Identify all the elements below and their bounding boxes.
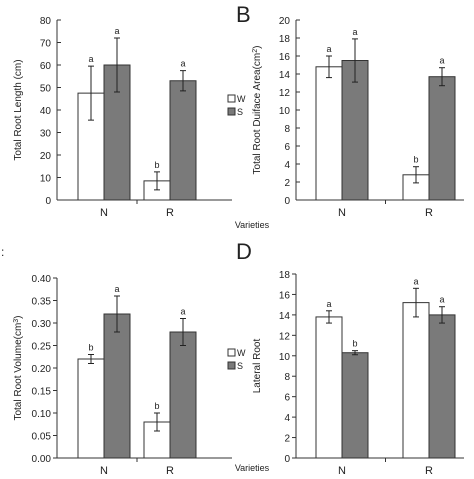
y-tick-label: 0: [45, 196, 51, 207]
panel-label-c-fragment: :: [1, 245, 4, 259]
significance-letter: a: [326, 44, 331, 54]
y-tick-label: 8: [284, 372, 290, 383]
y-tick-label: 12: [279, 88, 291, 99]
significance-letter: a: [180, 307, 185, 317]
x-tick-label: N: [338, 465, 346, 474]
significance-letter: a: [439, 295, 444, 305]
y-tick-label: 10: [40, 174, 52, 185]
bar-w-r: [402, 302, 430, 459]
chart-panel-b: 0 2 4 6 8 10 12 14 16 18 20 N R Total Root Duiface Ar…: [252, 16, 464, 219]
bar-s-r: [169, 331, 197, 459]
y-tick-label: 0.40: [32, 274, 52, 285]
y-tick-label: 50: [40, 84, 52, 95]
y-tick-label: 0.10: [32, 409, 52, 420]
y-tick-label: 2: [284, 434, 290, 445]
chart-panel-c: 0.00 0.05 0.10 0.15 0.20 0.25 0.30 0.35 0.40 N R To…: [13, 274, 270, 477]
x-tick-label: N: [338, 207, 346, 219]
bar-s-r: [428, 76, 456, 201]
significance-letter: b: [413, 155, 418, 165]
y-tick-label: 14: [279, 311, 291, 322]
y-tick-label: 0.25: [32, 342, 52, 353]
y-tick-label: 16: [279, 52, 291, 63]
significance-letter: b: [88, 343, 93, 353]
bar-w-n: [315, 66, 343, 201]
y-tick-label: 20: [40, 151, 52, 162]
significance-letter: a: [114, 284, 119, 294]
legend-label: S: [237, 361, 243, 371]
bar-w-n: [315, 316, 343, 459]
y-tick-label: 12: [279, 331, 291, 342]
y-tick-label: 6: [284, 393, 290, 404]
legend-label: W: [237, 348, 246, 358]
y-tick-label: 4: [284, 160, 290, 171]
x-axis-label: Varieties: [235, 220, 270, 230]
legend-swatch-s: [227, 361, 236, 370]
y-axis-label: Total Root Volume(cm3): [13, 315, 25, 420]
y-tick-label: 80: [40, 16, 52, 27]
bar-s-n: [341, 60, 369, 201]
y-tick-label: 16: [279, 290, 291, 301]
y-axis-label: Total Root Duiface Area(cm2): [252, 46, 264, 175]
y-tick-label: 0.35: [32, 297, 52, 308]
x-axis-label: Varieties: [235, 463, 270, 473]
y-tick-label: 0: [284, 196, 290, 207]
significance-letter: b: [352, 339, 357, 349]
y-tick-label: 0.20: [32, 364, 52, 375]
bar-s-n: [341, 352, 369, 459]
y-tick-label: 70: [40, 39, 52, 50]
y-tick-label: 14: [279, 70, 291, 81]
chart-panel-d: 0 2 4 6 8 10 12 14 16 18 N R Lateral Root a a b a: [252, 270, 464, 477]
bar-s-n: [103, 313, 131, 459]
y-tick-label: 8: [284, 124, 290, 135]
y-tick-label: 0.30: [32, 319, 52, 330]
y-axis-label: Total Root Length (cm): [13, 59, 24, 160]
bar-s-r: [428, 314, 456, 459]
y-tick-label: 60: [40, 61, 52, 72]
bar-s-r: [169, 80, 197, 201]
legend-label: W: [237, 94, 246, 104]
y-tick-label: 4: [284, 413, 290, 424]
bar-w-n: [77, 358, 105, 459]
x-tick-label: N: [100, 465, 108, 474]
panel-label-b: B: [236, 2, 251, 27]
legend-label: S: [237, 107, 243, 117]
x-tick-label: R: [166, 207, 174, 219]
y-tick-label: 0: [284, 454, 290, 465]
y-tick-label: 40: [40, 106, 52, 117]
y-tick-label: 18: [279, 270, 291, 281]
y-tick-label: 0.15: [32, 387, 52, 398]
chart-panel-a: 0 10 20 30 40 50 60 70 80 N R Total Root Length (cm…: [13, 16, 270, 230]
y-tick-label: 10: [279, 106, 291, 117]
y-tick-label: 20: [279, 16, 291, 27]
x-tick-label: R: [425, 465, 433, 474]
y-tick-label: 2: [284, 178, 290, 189]
significance-letter: a: [88, 54, 93, 64]
y-tick-label: 0.00: [32, 454, 52, 465]
significance-letter: a: [180, 59, 185, 69]
significance-letter: a: [114, 26, 119, 36]
x-tick-label: N: [100, 207, 108, 219]
y-tick-label: 0.05: [32, 432, 52, 443]
y-tick-label: 30: [40, 129, 52, 140]
significance-letter: b: [154, 401, 159, 411]
panel-label-d: D: [236, 239, 252, 264]
significance-letter: a: [439, 56, 444, 66]
x-tick-label: R: [425, 207, 433, 219]
significance-letter: b: [154, 160, 159, 170]
legend-swatch-w: [227, 94, 236, 103]
legend-swatch-w: [227, 348, 236, 357]
y-tick-label: 10: [279, 352, 291, 363]
y-axis-label: Lateral Root: [252, 339, 263, 394]
y-tick-label: 18: [279, 34, 291, 45]
significance-letter: a: [326, 299, 331, 309]
x-tick-label: R: [166, 465, 174, 474]
significance-letter: a: [352, 27, 357, 37]
significance-letter: a: [413, 276, 418, 286]
y-tick-label: 6: [284, 142, 290, 153]
legend-swatch-s: [227, 107, 236, 116]
